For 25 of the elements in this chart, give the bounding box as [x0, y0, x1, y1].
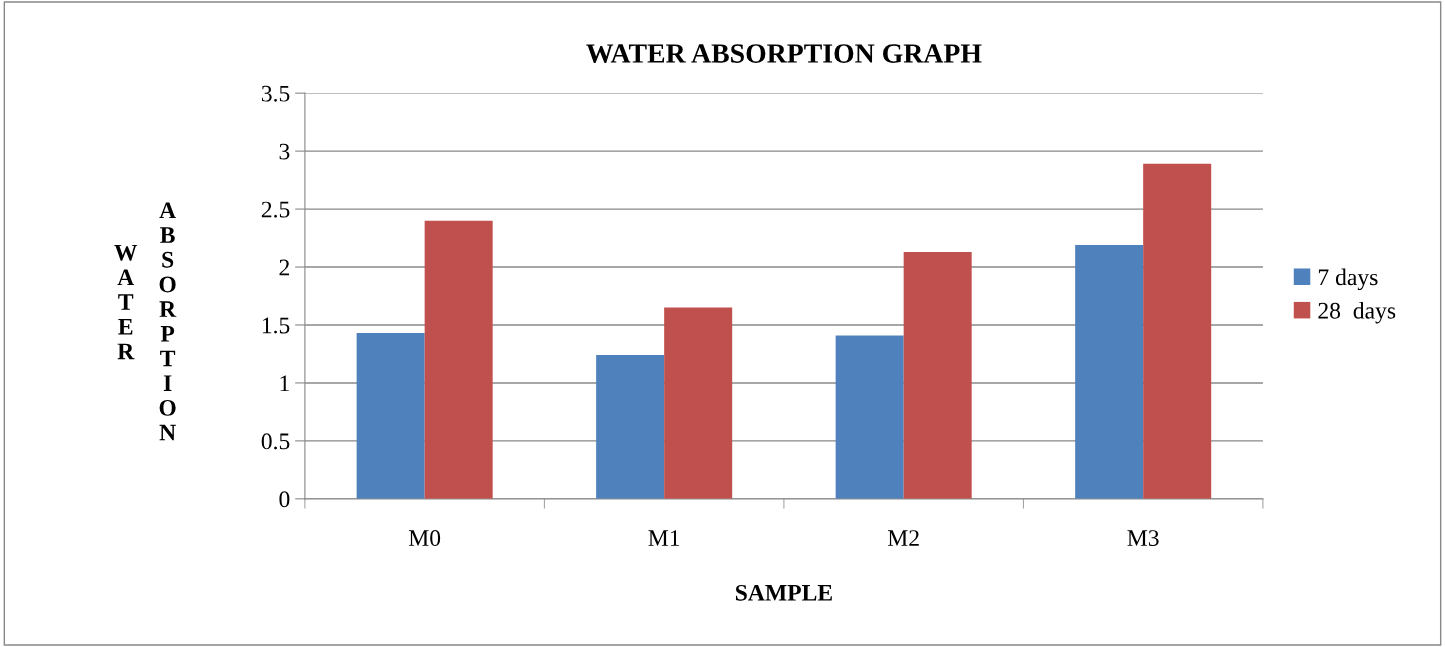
- bar: [835, 335, 904, 499]
- bar: [903, 251, 972, 499]
- bar: [424, 220, 493, 499]
- legend-label: 7 days: [1318, 268, 1378, 291]
- text: WATER ABSORPTION: [114, 202, 177, 441]
- bar: [356, 333, 425, 499]
- x-tick-label: M3: [1127, 530, 1159, 547]
- bar: [1143, 163, 1212, 499]
- legend-label: 28 days: [1318, 302, 1396, 324]
- y-tick-label: 2: [279, 259, 290, 276]
- bar: [664, 307, 733, 499]
- y-tick-label: 3: [279, 143, 290, 160]
- y-tick-label: 2.5: [261, 201, 290, 218]
- x-tick-label: M2: [887, 530, 919, 546]
- x-tick-label: M0: [408, 530, 441, 547]
- y-tick-label: 0.5: [261, 433, 290, 450]
- x-tick-label: M1: [648, 530, 680, 546]
- bar: [596, 355, 665, 499]
- chart-title: WATER ABSORPTION GRAPH: [586, 44, 982, 64]
- y-tick-label: 3.5: [261, 85, 290, 102]
- y-tick-label: 1.5: [262, 317, 290, 334]
- x-axis-title: SAMPLE: [735, 584, 832, 601]
- y-tick-label: 0: [279, 491, 290, 508]
- bar: [1075, 245, 1144, 499]
- y-tick-label: 1: [280, 375, 289, 392]
